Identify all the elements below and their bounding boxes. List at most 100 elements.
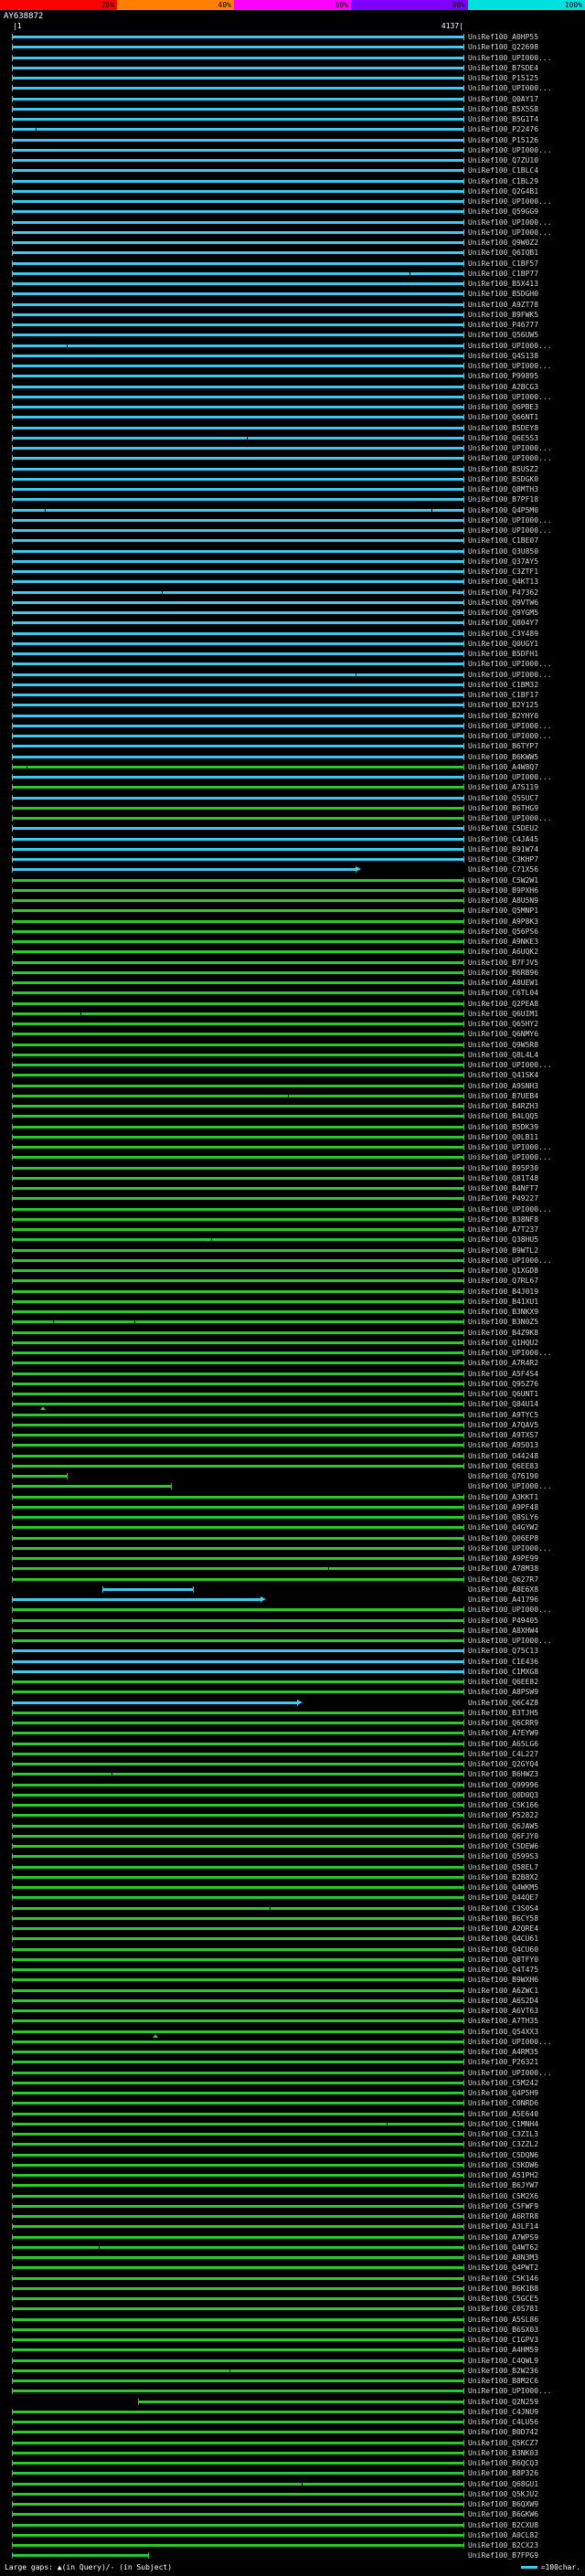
- hit-label[interactable]: UniRef100_B2B8X2: [468, 1872, 539, 1882]
- alignment-bar[interactable]: [12, 1021, 464, 1027]
- alignment-bar[interactable]: [12, 969, 464, 976]
- alignment-bar[interactable]: [12, 1699, 303, 1706]
- alignment-bar[interactable]: [12, 2059, 464, 2066]
- alignment-bar[interactable]: [12, 322, 464, 328]
- alignment-bar[interactable]: [12, 1812, 464, 1819]
- alignment-bar[interactable]: [12, 2460, 464, 2466]
- alignment-bar[interactable]: [12, 980, 464, 986]
- alignment-bar[interactable]: [12, 1966, 464, 1973]
- alignment-bar[interactable]: [12, 1329, 464, 1336]
- alignment-bar[interactable]: [12, 1575, 464, 1583]
- hit-label[interactable]: UniRef100_C1MXG8: [468, 1667, 539, 1676]
- hit-label[interactable]: UniRef100_B5X413: [468, 280, 539, 288]
- hit-label[interactable]: UniRef100_Q81T48: [468, 1173, 539, 1182]
- hit-label[interactable]: UniRef100_UPI000...: [468, 1153, 552, 1162]
- hit-label[interactable]: UniRef100_A4W8Q7: [468, 762, 539, 771]
- hit-label[interactable]: UniRef100_B6THG9: [468, 803, 539, 812]
- hit-label[interactable]: UniRef100_A51PH2: [468, 2171, 539, 2179]
- hit-label[interactable]: UniRef100_B7PF18: [468, 495, 539, 504]
- alignment-bar[interactable]: [12, 2388, 464, 2395]
- hit-label[interactable]: UniRef100_A7T237: [468, 1225, 539, 1234]
- alignment-bar[interactable]: [12, 1411, 464, 1418]
- hit-label[interactable]: UniRef100_A95013: [468, 1441, 539, 1450]
- alignment-bar[interactable]: [12, 2316, 464, 2323]
- hit-label[interactable]: UniRef100_Q9YGM5: [468, 609, 539, 617]
- alignment-bar[interactable]: [12, 260, 464, 267]
- hit-label[interactable]: UniRef100_B8P326: [468, 2469, 539, 2478]
- hit-label[interactable]: UniRef100_P49227: [468, 1194, 539, 1203]
- hit-label[interactable]: UniRef100_Q6FJY0: [468, 1831, 539, 1840]
- hit-label[interactable]: UniRef100_P99895: [468, 372, 539, 381]
- hit-label[interactable]: UniRef100_UPI000...: [468, 2068, 552, 2077]
- alignment-bar[interactable]: [12, 825, 464, 832]
- hit-label[interactable]: UniRef100_B2CXU8: [468, 2520, 539, 2529]
- alignment-bar[interactable]: [12, 1987, 464, 1994]
- alignment-bar[interactable]: [12, 1319, 464, 1326]
- hit-label[interactable]: UniRef100_A9NKE3: [468, 938, 539, 946]
- alignment-bar[interactable]: [12, 2161, 464, 2168]
- hit-label[interactable]: UniRef100_Q4PWT2: [468, 2263, 539, 2273]
- alignment-bar[interactable]: [12, 1309, 464, 1315]
- alignment-bar[interactable]: [12, 44, 464, 51]
- alignment-bar[interactable]: [12, 1164, 464, 1171]
- hit-label[interactable]: UniRef100_C6TL04: [468, 989, 539, 998]
- alignment-bar[interactable]: [12, 34, 464, 40]
- alignment-bar[interactable]: [12, 1205, 464, 1213]
- alignment-bar[interactable]: [12, 907, 464, 915]
- hit-label[interactable]: UniRef100_B95P30: [468, 1163, 539, 1172]
- hit-label[interactable]: UniRef100_UPI000...: [468, 1143, 552, 1151]
- alignment-bar[interactable]: [12, 578, 464, 586]
- hit-label[interactable]: UniRef100_Q4CU61: [468, 1935, 539, 1944]
- hit-label[interactable]: UniRef100_B38NF8: [468, 1214, 539, 1224]
- alignment-bar[interactable]: [101, 1585, 194, 1593]
- alignment-bar[interactable]: [12, 1904, 464, 1912]
- alignment-bar[interactable]: [12, 568, 464, 575]
- hit-label[interactable]: UniRef100_Q06EP8: [468, 1533, 539, 1542]
- hit-label[interactable]: UniRef100_B3NKX9: [468, 1308, 539, 1316]
- hit-label[interactable]: UniRef100_A41796: [468, 1595, 539, 1604]
- hit-label[interactable]: UniRef100_Q627R7: [468, 1574, 539, 1584]
- alignment-bar[interactable]: [12, 342, 464, 349]
- hit-label[interactable]: UniRef100_UPI000...: [468, 1606, 552, 1615]
- hit-label[interactable]: UniRef100_B5DGK0: [468, 474, 539, 483]
- alignment-bar[interactable]: [12, 2490, 464, 2497]
- alignment-bar[interactable]: [12, 1267, 464, 1274]
- hit-label[interactable]: UniRef100_C5DQN6: [468, 2150, 539, 2159]
- alignment-bar[interactable]: [12, 774, 464, 780]
- hit-label[interactable]: UniRef100_A9PE99: [468, 1554, 539, 1563]
- hit-label[interactable]: UniRef100_UPI000...: [468, 197, 552, 206]
- alignment-bar[interactable]: [12, 2254, 464, 2261]
- hit-label[interactable]: UniRef100_Q6E5S3: [468, 433, 539, 442]
- alignment-bar[interactable]: [12, 1462, 464, 1469]
- alignment-bar[interactable]: [12, 2306, 464, 2313]
- alignment-bar[interactable]: [12, 753, 464, 760]
- alignment-bar[interactable]: [12, 424, 464, 431]
- hit-label[interactable]: UniRef100_A3LF14: [468, 2222, 539, 2231]
- hit-label[interactable]: UniRef100_Q7ZU10: [468, 156, 539, 164]
- hit-label[interactable]: UniRef100_UPI000...: [468, 721, 552, 730]
- hit-label[interactable]: UniRef100_Q84U14: [468, 1400, 539, 1409]
- hit-label[interactable]: UniRef100_A6RTR8: [468, 2212, 539, 2221]
- hit-label[interactable]: UniRef100_B2W236: [468, 2366, 539, 2375]
- alignment-bar[interactable]: [12, 332, 464, 339]
- alignment-bar[interactable]: [12, 763, 464, 770]
- alignment-bar[interactable]: [12, 2213, 464, 2220]
- hit-label[interactable]: UniRef100_Q6CRR9: [468, 1719, 539, 1727]
- hit-label[interactable]: UniRef100_C1BM32: [468, 680, 539, 689]
- alignment-bar[interactable]: [12, 1493, 464, 1500]
- hit-label[interactable]: UniRef100_A7WPS9: [468, 2232, 539, 2242]
- alignment-bar[interactable]: [12, 2131, 464, 2137]
- alignment-bar[interactable]: [12, 2202, 464, 2210]
- hit-label[interactable]: UniRef100_B6SX03: [468, 2325, 539, 2334]
- hit-label[interactable]: UniRef100_Q6C4Z8: [468, 1698, 539, 1707]
- alignment-bar[interactable]: [12, 1668, 464, 1675]
- alignment-bar[interactable]: [12, 1627, 464, 1634]
- hit-label[interactable]: UniRef100_C1BL29: [468, 176, 539, 186]
- hit-label[interactable]: UniRef100_Q2N259: [468, 2397, 539, 2406]
- alignment-bar[interactable]: [12, 434, 464, 441]
- alignment-bar[interactable]: [12, 692, 464, 698]
- alignment-bar[interactable]: [12, 2470, 464, 2477]
- hit-label[interactable]: UniRef100_A6S2D4: [468, 1996, 539, 2005]
- hit-label[interactable]: UniRef100_A6ZWC1: [468, 1986, 539, 1995]
- hit-label[interactable]: UniRef100_B4J019: [468, 1287, 539, 1296]
